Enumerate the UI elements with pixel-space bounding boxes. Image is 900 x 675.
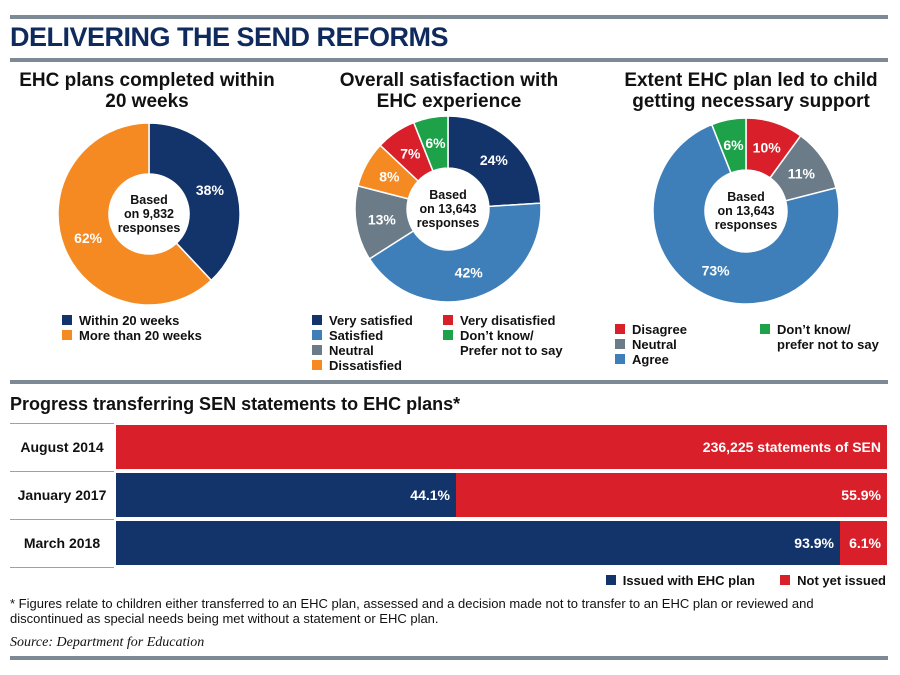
slice-label-dissatisfied: 8%	[379, 169, 400, 185]
legend-swatch	[312, 360, 322, 370]
slice-label-more-than-20-weeks: 62%	[74, 230, 103, 246]
donut-center-label: Based	[727, 190, 765, 204]
donut3-title: Extent EHC plan led to child getting nec…	[624, 70, 878, 112]
legend-swatch	[780, 575, 791, 585]
slice-label-disagree: 10%	[753, 139, 782, 155]
legend-swatch	[312, 315, 322, 325]
slice-label-neutral: 13%	[368, 211, 397, 227]
row-separator	[10, 471, 114, 472]
legend-item-dissatisfied: Dissatisfied	[312, 358, 402, 373]
donut-center-label: on 9,832	[124, 207, 174, 221]
bar-value-label: 236,225 statements of SEN	[702, 439, 881, 455]
bar-value-label: 55.9%	[841, 487, 881, 503]
slice-label-neutral: 11%	[788, 165, 816, 181]
bar-segment-issued-with-ehc-plan	[116, 521, 840, 565]
bar-segment-not-yet-issued	[840, 521, 887, 565]
bar-row-january-2017: 44.1% 55.9%	[116, 473, 887, 517]
bar-value-label: 93.9%	[794, 535, 834, 551]
legend-item-disagree: Disagree	[615, 322, 687, 337]
legend-swatch	[443, 330, 453, 340]
legend-item-more-than-20-weeks: More than 20 weeks	[62, 328, 202, 343]
legend-item-neutral: Neutral	[312, 343, 374, 358]
donut-center-label: responses	[715, 218, 778, 232]
bar-row-march-2018: 93.9% 6.1%	[116, 521, 887, 565]
title-rule	[10, 58, 888, 62]
bar-row-august-2014: 236,225 statements of SEN	[116, 425, 887, 469]
legend-item-not-yet-issued: Not yet issued	[797, 573, 886, 588]
slice-satisfied	[368, 202, 542, 303]
page-title: DELIVERING THE SEND REFORMS	[10, 22, 449, 52]
bar-row-label-january-2017: January 2017	[17, 487, 107, 503]
slice-agree	[652, 123, 840, 305]
legend-item-agree: Agree	[615, 352, 669, 367]
donut2-title: Overall satisfaction with EHC experience	[339, 70, 559, 112]
legend-swatch	[62, 330, 72, 340]
donut-center-label: responses	[417, 216, 480, 230]
slice-don-t-know-prefer-not-to-say	[412, 115, 449, 172]
slice-don-t-know-prefer-not-to-say	[710, 117, 747, 174]
legend-item-dont-know-line2: Prefer not to say	[460, 343, 563, 358]
donut2-legend: Very satisfied Satisfied Neutral Dissati…	[312, 313, 592, 373]
slice-label-very-satisfied: 24%	[480, 152, 509, 168]
legend-swatch	[605, 575, 616, 585]
donut-center-label: on 13,643	[420, 202, 477, 216]
bottom-rule	[10, 656, 888, 660]
bar-value-label: 44.1%	[410, 487, 450, 503]
donut1-title: EHC plans completed within 20 weeks	[19, 70, 275, 112]
legend-item-dont-know: Don’t know/	[443, 328, 534, 343]
slice-more-than-20-weeks	[57, 122, 213, 306]
legend-item-very-disatisfied: Very disatisfied	[443, 313, 555, 328]
legend-swatch	[62, 315, 72, 325]
donut-center-label: on 13,643	[718, 204, 775, 218]
slice-label-very-disatisfied: 7%	[400, 146, 421, 162]
legend-item-dont-know: Don’t know/	[760, 322, 851, 337]
bar-row-label-august-2014: August 2014	[20, 439, 104, 455]
slice-within-20-weeks	[148, 122, 241, 282]
bar-value-label: 6.1%	[849, 535, 881, 551]
legend-item-within-20-weeks: Within 20 weeks	[62, 313, 179, 328]
donut1-legend: Within 20 weeks More than 20 weeks	[62, 313, 262, 347]
legend-swatch	[615, 339, 625, 349]
legend-swatch	[615, 354, 625, 364]
slice-label-within-20-weeks: 38%	[196, 182, 225, 198]
row-separator	[10, 567, 114, 568]
slice-very-satisfied	[447, 115, 542, 208]
slice-label-satisfied: 42%	[455, 265, 484, 281]
legend-swatch	[312, 345, 322, 355]
source-note: Source: Department for Education	[10, 635, 205, 650]
slice-label-don-t-know-prefer-not-to-say: 6%	[425, 135, 446, 151]
bar-chart-title: Progress transferring SEN statements to …	[10, 394, 461, 414]
bar-chart-legend: Issued with EHC plan Not yet issued	[605, 573, 886, 588]
slice-label-agree: 73%	[702, 263, 731, 279]
row-separator	[10, 423, 114, 424]
bar-segment-not-yet-issued	[116, 425, 887, 469]
legend-swatch	[443, 315, 453, 325]
legend-swatch	[312, 330, 322, 340]
legend-item-neutral: Neutral	[615, 337, 677, 352]
legend-item-satisfied: Satisfied	[312, 328, 383, 343]
footnote: * Figures relate to children either tran…	[10, 596, 814, 626]
row-separator	[10, 519, 114, 520]
donut-center-label: Based	[130, 193, 168, 207]
slice-label-don-t-know-prefer-not-to-say: 6%	[723, 137, 744, 153]
donut-center-label: Based	[429, 188, 467, 202]
legend-item-issued: Issued with EHC plan	[622, 573, 755, 588]
legend-item-dont-know-line2: prefer not to say	[777, 337, 879, 352]
bar-segment-issued-with-ehc-plan	[116, 473, 456, 517]
legend-swatch	[615, 324, 625, 334]
legend-item-very-satisfied: Very satisfied	[312, 313, 413, 328]
bar-segment-not-yet-issued	[456, 473, 887, 517]
section-rule	[10, 380, 888, 384]
legend-swatch	[760, 324, 770, 334]
donut-center-label: responses	[118, 221, 181, 235]
donut3-legend: Disagree Neutral Agree Don’t know/ prefe…	[615, 322, 895, 368]
bar-row-label-march-2018: March 2018	[23, 535, 101, 551]
top-rule	[10, 15, 888, 19]
